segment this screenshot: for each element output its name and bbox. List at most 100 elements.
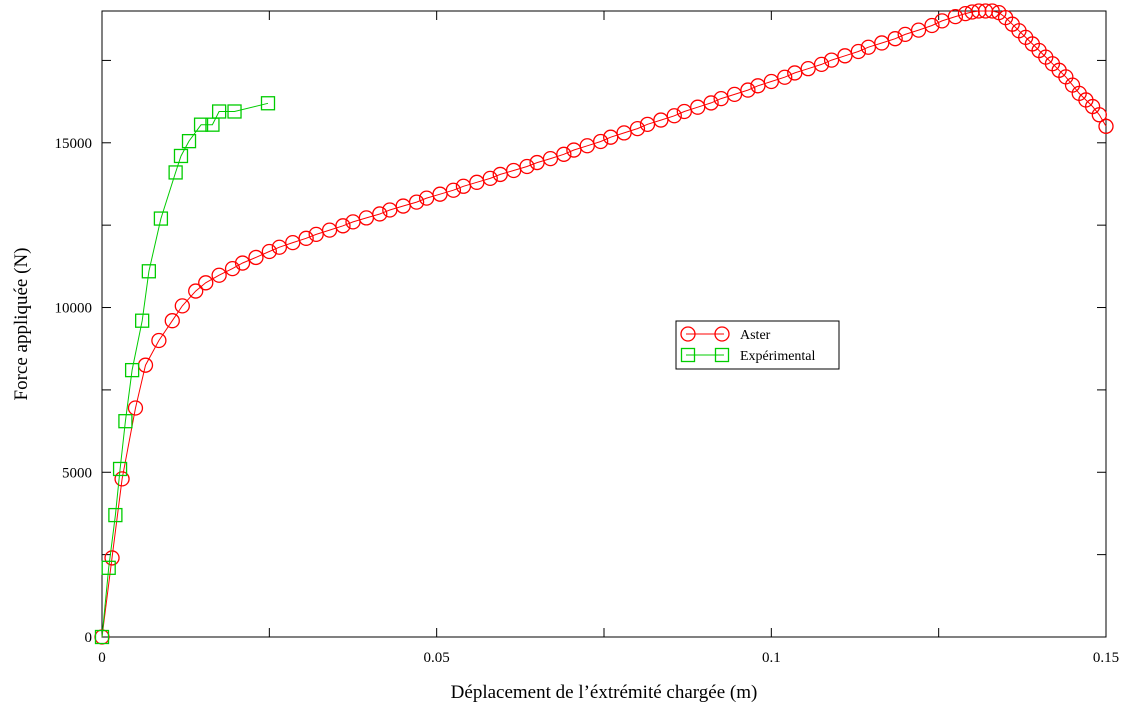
data-point [174, 298, 190, 314]
data-point [703, 95, 719, 111]
data-point [713, 90, 729, 107]
data-point [726, 86, 743, 103]
data-point [181, 133, 197, 149]
data-point [887, 31, 903, 47]
data-point [837, 48, 853, 64]
y-tick-label: 10000 [55, 301, 93, 317]
data-point [114, 471, 130, 487]
data-point [260, 96, 276, 111]
x-axis: 0 0.05 0.1 0.15 [98, 11, 1119, 666]
data-point [248, 249, 264, 266]
data-point [740, 82, 756, 98]
data-point [151, 332, 167, 349]
data-point [261, 243, 277, 260]
data-point [141, 264, 157, 279]
data-point [947, 8, 964, 25]
data-point [227, 104, 242, 119]
data-point [777, 69, 793, 85]
data-point [234, 255, 251, 271]
data-point [934, 13, 950, 29]
data-point [579, 138, 595, 154]
data-point [676, 103, 692, 120]
data-point [763, 73, 779, 90]
legend-label: Expérimental [740, 349, 816, 364]
data-point [112, 461, 128, 477]
data-point [910, 22, 927, 38]
data-point [321, 222, 338, 238]
data-point [897, 26, 913, 43]
data-point [104, 550, 120, 566]
data-point [211, 104, 227, 119]
x-tick-label: 0.15 [1093, 650, 1119, 666]
data-point [823, 52, 840, 68]
x-tick-label: 0.05 [424, 650, 450, 666]
series-0 [94, 3, 1114, 645]
data-point [298, 230, 314, 246]
data-point [188, 283, 204, 299]
data-point [542, 150, 559, 167]
x-tick-label: 0.1 [762, 650, 781, 666]
data-point [198, 275, 214, 291]
legend-marker [714, 347, 730, 363]
data-point [666, 108, 682, 124]
data-point [690, 99, 706, 115]
data-point [556, 146, 572, 162]
data-point [603, 129, 619, 145]
data-point [482, 170, 498, 187]
data-point [593, 133, 609, 150]
data-point [285, 234, 301, 251]
data-point [653, 112, 669, 128]
data-point [813, 56, 830, 73]
legend-label: Aster [740, 328, 771, 343]
data-point [94, 629, 110, 645]
series-1 [94, 96, 276, 645]
y-tick-label: 15000 [55, 136, 93, 152]
data-point [118, 414, 133, 429]
series-line [101, 10, 1107, 638]
legend-item: Expérimental [680, 347, 816, 364]
data-point [335, 218, 351, 234]
data-point [101, 560, 116, 575]
legend-marker [680, 326, 696, 342]
y-tick-label: 5000 [62, 465, 92, 481]
data-point [639, 116, 656, 132]
data-point [850, 43, 866, 60]
y-axis-title: Force appliquée (N) [11, 248, 32, 401]
data-point [124, 362, 140, 378]
data-point [566, 142, 582, 158]
data-point [519, 158, 535, 175]
plot-frame [101, 10, 1107, 638]
data-point [860, 39, 877, 55]
legend: Aster Expérimental [675, 320, 840, 370]
data-point [750, 78, 766, 94]
series-layer [94, 3, 1114, 645]
data-point [800, 61, 816, 77]
legend-item: Aster [680, 326, 771, 343]
data-point [445, 182, 462, 198]
data-point [372, 206, 388, 222]
data-point [308, 226, 324, 243]
data-point [1091, 107, 1107, 123]
data-point [924, 17, 940, 34]
x-axis-title: Déplacement de l’éxtrémité chargée (m) [451, 682, 758, 703]
data-point [127, 400, 144, 416]
data-point [211, 267, 227, 283]
data-point [271, 239, 288, 255]
data-point [984, 3, 1000, 19]
data-point [168, 165, 183, 180]
data-point [164, 313, 180, 329]
data-point [173, 148, 189, 164]
x-tick-label: 0 [98, 650, 106, 666]
data-point [629, 120, 646, 137]
data-point [193, 117, 209, 132]
data-point [787, 65, 803, 81]
data-point [108, 507, 123, 523]
y-axis: 0 5000 10000 15000 [55, 59, 1106, 646]
legend-box [675, 320, 840, 370]
data-point [874, 35, 890, 51]
data-point [616, 125, 632, 141]
y-tick-label: 0 [85, 630, 93, 646]
data-point [153, 211, 169, 226]
